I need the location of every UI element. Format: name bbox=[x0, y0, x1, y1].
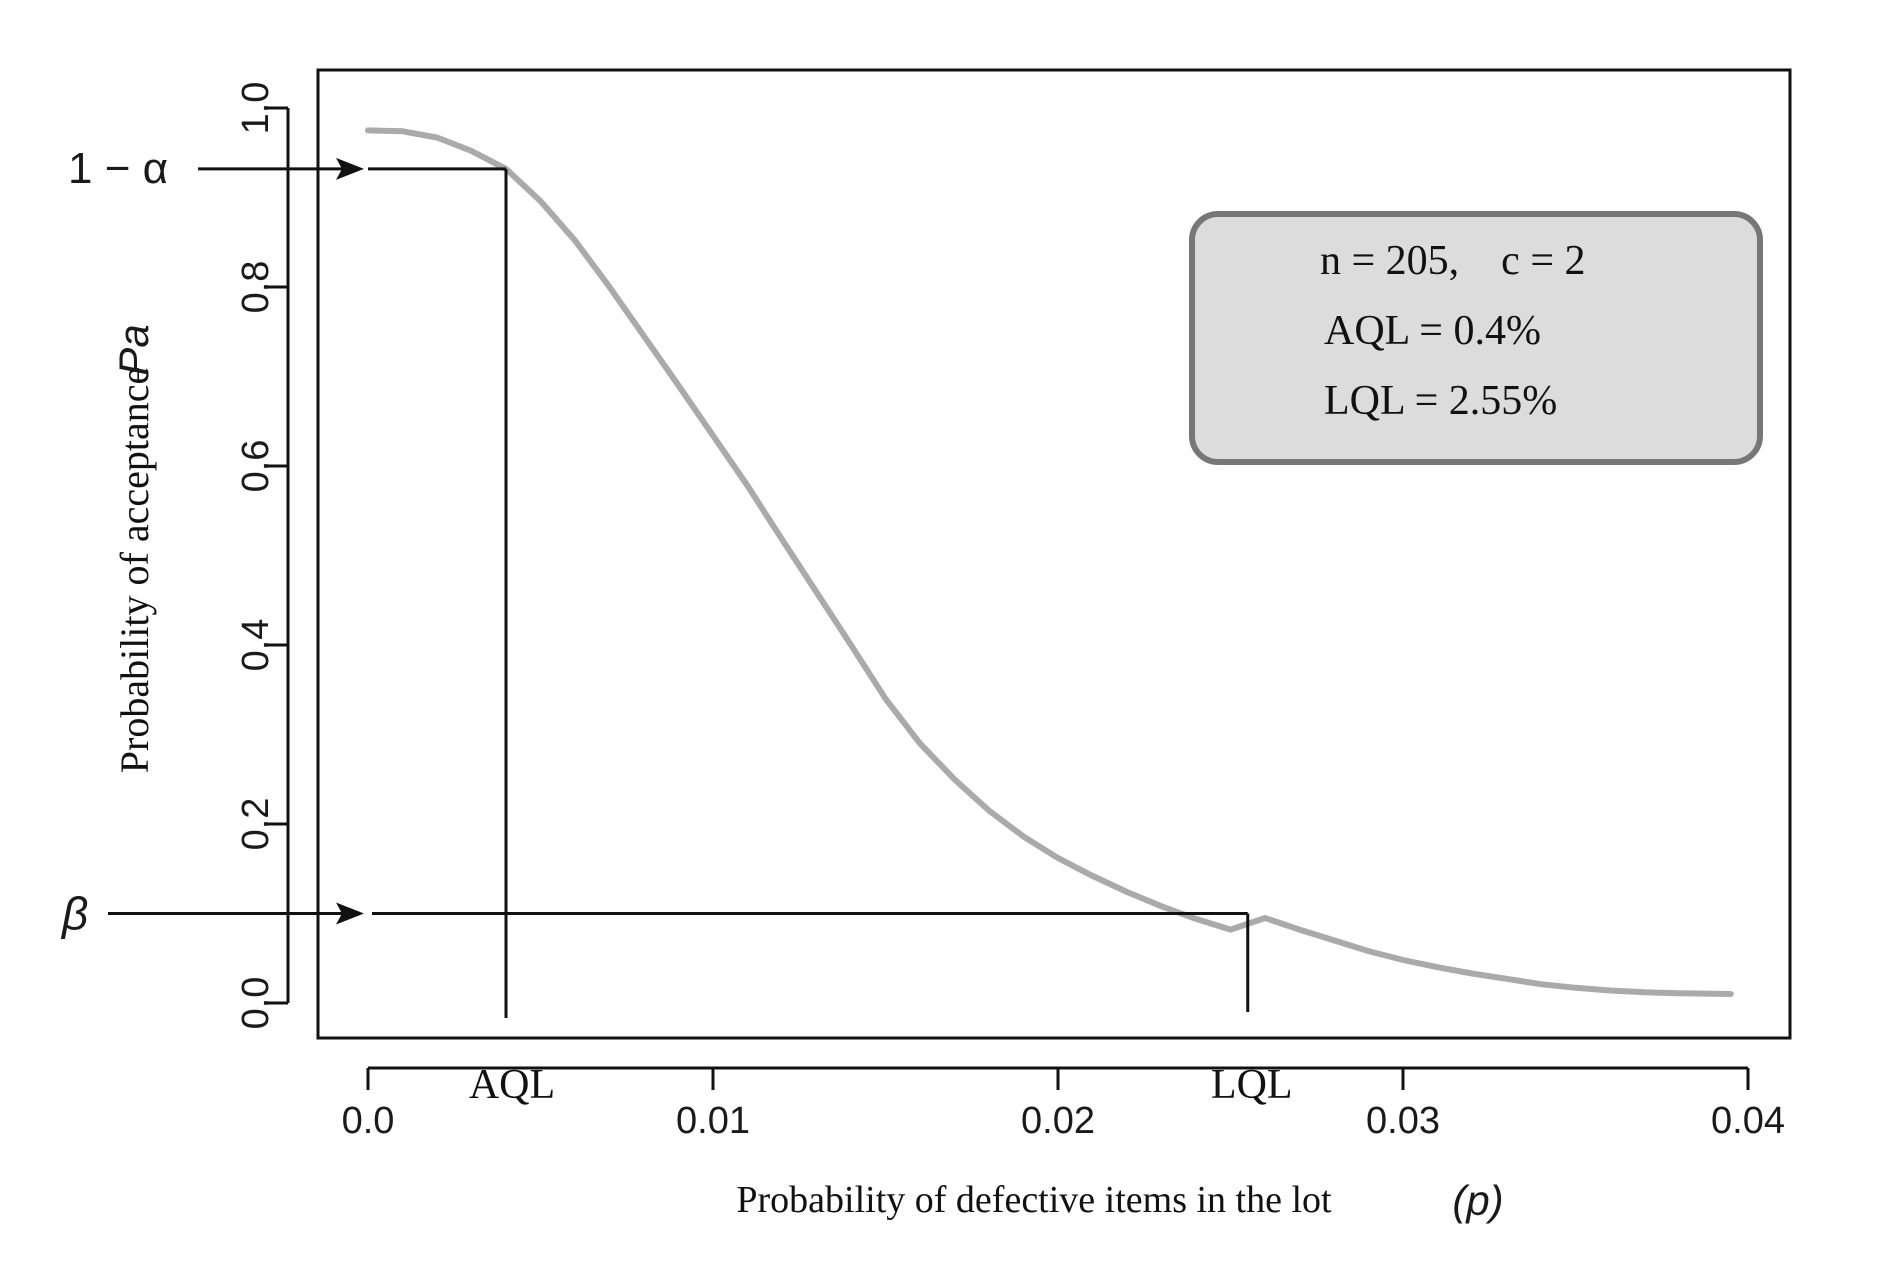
y-axis: 0.0 0.2 0.4 0.6 0.8 1.0 bbox=[235, 82, 290, 1030]
y-tick-label-group: 0.4 bbox=[235, 619, 277, 672]
x-tick-label: 0.0 bbox=[342, 1100, 395, 1142]
y-tick-label: 1.0 bbox=[235, 82, 277, 135]
x-axis-label: Probability of defective items in the lo… bbox=[736, 1179, 1332, 1221]
oc-curve-line bbox=[365, 127, 1734, 997]
legend-box: n = 205, c = 2 AQL = 0.4% LQL = 2.55% bbox=[1189, 211, 1763, 465]
y-tick-label-group: 0.6 bbox=[235, 440, 277, 493]
y-axis-label: Probability of acceptance bbox=[112, 367, 157, 773]
beta-label: β bbox=[60, 888, 88, 940]
y-tick-label-group: 0.0 bbox=[235, 977, 277, 1030]
legend-line-1: n = 205, c = 2 bbox=[1320, 238, 1586, 284]
y-tick-label: 0.6 bbox=[235, 440, 277, 493]
x-tick-label: 0.04 bbox=[1711, 1100, 1785, 1142]
aql-label: AQL bbox=[469, 1062, 555, 1108]
legend-line-3: LQL = 2.55% bbox=[1324, 378, 1557, 424]
beta-arrow-head bbox=[336, 902, 364, 925]
y-tick-label: 0.4 bbox=[235, 619, 277, 672]
x-tick-label: 0.03 bbox=[1366, 1100, 1440, 1142]
x-tick-label: 0.02 bbox=[1021, 1100, 1095, 1142]
one-minus-alpha-label: 1 − α bbox=[68, 144, 168, 193]
y-axis-symbol: Pa bbox=[110, 324, 157, 375]
markers: 1 − α β AQL LQL bbox=[60, 144, 1293, 1108]
legend-line-2: AQL = 0.4% bbox=[1324, 308, 1541, 354]
reference-lines bbox=[368, 167, 1250, 1018]
x-axis: 0.0 0.01 0.02 0.03 0.04 bbox=[342, 1066, 1785, 1142]
y-tick-label: 0.8 bbox=[235, 261, 277, 314]
y-tick-label: 0.2 bbox=[235, 798, 277, 851]
y-tick-label-group: 0.2 bbox=[235, 798, 277, 851]
x-tick-label: 0.01 bbox=[676, 1100, 750, 1142]
x-axis-symbol: (p) bbox=[1452, 1177, 1503, 1224]
y-tick-label: 0.0 bbox=[235, 977, 277, 1030]
y-tick-label-group: 1.0 bbox=[235, 82, 277, 135]
plot-frame bbox=[316, 68, 1792, 1040]
legend-box-background bbox=[1189, 211, 1763, 465]
alpha-arrow-head bbox=[336, 157, 364, 180]
lql-label: LQL bbox=[1211, 1062, 1293, 1108]
y-tick-label-group: 0.8 bbox=[235, 261, 277, 314]
